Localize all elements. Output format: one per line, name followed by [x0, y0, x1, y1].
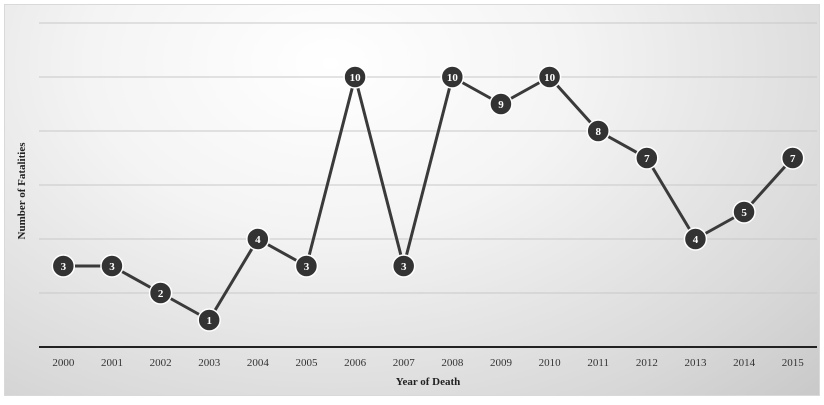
x-tick-labels: 2000 2001 2002 2003 2004 2005 2006 2007 2008 2009… — [52, 357, 804, 369]
data-marker — [440, 65, 465, 89]
data-marker — [51, 254, 76, 278]
data-label: 3 — [401, 261, 407, 273]
line-chart: 2000 2001 2002 2003 2004 2005 2006 2007 2008 2009… — [16, 22, 817, 388]
data-point: 10 — [343, 65, 367, 89]
data-point: 3 — [51, 254, 76, 278]
data-label: 8 — [595, 126, 601, 138]
data-marker — [683, 227, 708, 251]
data-points: 3 3 2 1 4 3 10 3 10 9 10 8 7 4 5 7 — [51, 65, 805, 332]
x-tick-label: 2005 — [295, 357, 318, 369]
x-tick-label: 2001 — [101, 357, 123, 369]
data-point: 5 — [732, 200, 756, 224]
x-tick-label: 2002 — [150, 357, 172, 369]
data-point: 4 — [683, 227, 708, 251]
x-tick-label: 2006 — [344, 357, 367, 369]
data-point: 2 — [148, 281, 173, 305]
data-marker — [148, 281, 173, 305]
x-tick-label: 2009 — [490, 357, 513, 369]
data-marker — [732, 200, 756, 224]
chart-area: 2000 2001 2002 2003 2004 2005 2006 2007 2008 2009… — [4, 4, 820, 396]
data-label: 4 — [693, 234, 699, 246]
y-axis-title: Number of Fatalities — [16, 142, 28, 240]
data-label: 4 — [255, 234, 261, 246]
data-label: 10 — [447, 72, 459, 84]
x-tick-label: 2000 — [52, 357, 75, 369]
data-label: 7 — [790, 153, 796, 165]
data-point: 3 — [294, 254, 319, 278]
data-marker — [343, 65, 367, 89]
data-label: 3 — [109, 261, 115, 273]
x-axis-title: Year of Death — [396, 376, 461, 388]
data-marker — [391, 254, 416, 278]
x-tick-label: 2007 — [393, 357, 416, 369]
x-tick-label: 2004 — [247, 357, 270, 369]
data-point: 8 — [586, 119, 610, 143]
data-label: 5 — [741, 207, 747, 219]
data-label: 7 — [644, 153, 650, 165]
data-label: 9 — [498, 99, 504, 111]
data-point: 3 — [391, 254, 416, 278]
data-marker — [197, 308, 221, 332]
data-label: 3 — [304, 261, 310, 273]
x-tick-label: 2013 — [684, 357, 707, 369]
data-label: 10 — [544, 72, 556, 84]
x-tick-label: 2003 — [198, 357, 221, 369]
x-tick-label: 2008 — [441, 357, 464, 369]
data-label: 10 — [350, 72, 362, 84]
data-marker — [635, 146, 659, 170]
data-marker — [100, 254, 124, 278]
data-label: 2 — [158, 288, 164, 300]
data-marker — [489, 92, 513, 116]
data-marker — [586, 119, 610, 143]
data-label: 1 — [206, 315, 212, 327]
x-tick-label: 2014 — [733, 357, 756, 369]
data-label: 3 — [61, 261, 67, 273]
x-tick-label: 2015 — [782, 357, 805, 369]
data-point: 9 — [489, 92, 513, 116]
data-point: 7 — [635, 146, 659, 170]
data-marker — [294, 254, 319, 278]
data-marker — [780, 146, 805, 170]
data-marker — [246, 227, 270, 251]
data-point: 10 — [440, 65, 465, 89]
gridlines — [39, 22, 817, 294]
data-point: 10 — [537, 65, 562, 89]
data-point: 7 — [780, 146, 805, 170]
data-marker — [537, 65, 562, 89]
series-line — [63, 75, 794, 322]
x-tick-label: 2010 — [539, 357, 562, 369]
x-tick-label: 2012 — [636, 357, 658, 369]
data-point: 4 — [246, 227, 270, 251]
data-point: 3 — [100, 254, 124, 278]
data-point: 1 — [197, 308, 221, 332]
x-tick-label: 2011 — [587, 357, 609, 369]
